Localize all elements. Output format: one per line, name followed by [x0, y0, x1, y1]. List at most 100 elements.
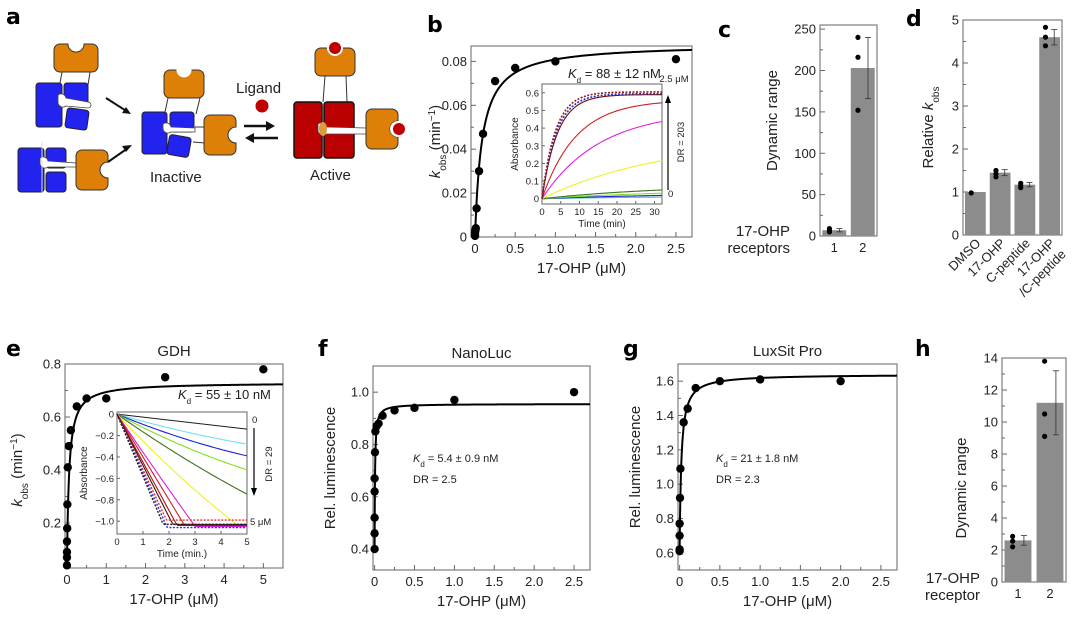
- replicate-point: [826, 225, 833, 232]
- data-point: [370, 487, 379, 496]
- inset-kinetic-trace: [541, 91, 663, 199]
- data-point: [679, 418, 688, 427]
- plot-frame: [372, 365, 591, 571]
- y-axis-label-part: obs: [931, 87, 942, 103]
- data-point: [82, 394, 91, 403]
- x-tick-label: 2.5: [565, 574, 583, 589]
- inset-kinetic-trace: [116, 413, 248, 471]
- x-tick-label: 2.5: [872, 574, 890, 589]
- inset-kinetic-trace: [116, 413, 248, 457]
- y-axis-label-part: (min: [9, 450, 26, 483]
- active-label: Active: [310, 167, 351, 184]
- bar: [964, 192, 986, 235]
- inset-kinetic-trace: [116, 413, 248, 495]
- y-axis-label: Dynamic range: [764, 70, 781, 171]
- binding-pocket: [68, 36, 84, 52]
- sensor-domain: [365, 108, 399, 150]
- data-point: [755, 375, 765, 384]
- data-point: [675, 531, 684, 540]
- x-tick-label: 4: [220, 572, 227, 587]
- arrow-head-icon: [266, 121, 275, 131]
- sensor-domain: [163, 69, 205, 99]
- y-axis-label-part: −1: [427, 109, 438, 121]
- y-axis-label-part: k: [427, 169, 444, 178]
- y-axis-label: Rel. luminescence: [322, 407, 339, 530]
- replicate-point: [1042, 411, 1048, 417]
- sensor-domain: [75, 149, 109, 191]
- replicate-point: [1042, 433, 1048, 439]
- x-tick-label: 0: [471, 241, 478, 256]
- y-tick-label: 0.8: [43, 357, 61, 372]
- plot-frame: [677, 363, 898, 571]
- data-point: [569, 387, 579, 397]
- y-axis-label-part: ): [9, 433, 26, 438]
- y-tick-label: 5: [952, 13, 959, 28]
- inset-y-tick-label: −1.0: [95, 517, 114, 528]
- replicate-point: [855, 54, 861, 60]
- data-point: [72, 402, 81, 411]
- replicate-point: [993, 167, 999, 174]
- data-point: [370, 544, 379, 554]
- kd-value: = 88 ± 12 nM: [581, 66, 661, 81]
- x-tick-label: 2: [859, 240, 866, 255]
- chart-c-dynamic-range: 0 50 100 150 200 250 1 2 Dynamic range 17-OHPrece…: [727, 22, 878, 257]
- y-tick-label: 6: [991, 479, 998, 494]
- enzyme-half: [141, 111, 168, 155]
- kd-symbol: K: [178, 387, 188, 402]
- sensor-domain: [203, 114, 237, 156]
- peptide: [162, 122, 196, 134]
- y-axis-label: kobs (min−1): [427, 105, 449, 178]
- data-point: [836, 376, 845, 386]
- ligand-label: Ligand: [236, 80, 281, 97]
- data-point: [102, 394, 111, 403]
- data-point: [691, 383, 700, 393]
- inset-kinetic-trace: [116, 413, 247, 528]
- inset-top-label: 0: [252, 415, 257, 426]
- bound-ligand-icon: [393, 123, 405, 135]
- y-axis-label: Dynamic range: [953, 438, 970, 539]
- y-axis-label-part: obs: [20, 483, 31, 499]
- arrow-head-icon: [245, 133, 254, 143]
- dr-arrow-head-icon: [665, 95, 671, 103]
- inset-y-axis-label: Absorbance: [510, 117, 521, 171]
- y-tick-label: 1.0: [351, 385, 369, 400]
- x-tick-label: 0: [63, 572, 70, 587]
- y-tick-label: 1.2: [656, 442, 674, 457]
- replicate-point: [855, 107, 861, 113]
- plot-frame: [116, 411, 248, 535]
- active-receptor: [293, 40, 406, 159]
- y-axis-label-part: −1: [9, 438, 20, 450]
- y-tick-label: 0.02: [442, 186, 467, 201]
- inset-y-tick-label: 0: [534, 194, 539, 205]
- enzyme-half: [45, 171, 67, 193]
- kd-subscript: d: [577, 76, 581, 85]
- inset-kinetic-trace: [541, 192, 663, 200]
- x-tick-label: 2.0: [832, 574, 850, 589]
- linker: [192, 141, 206, 144]
- inset-x-tick-label: 15: [593, 207, 604, 218]
- panel-label-e: e: [6, 337, 21, 362]
- x-tick-label: 3: [181, 572, 188, 587]
- data-point: [472, 204, 481, 213]
- y-tick-label: 0.4: [43, 462, 61, 477]
- y-tick-label: 250: [794, 22, 816, 37]
- inset-kinetic-trace: [541, 120, 663, 200]
- kd-symbol: K: [716, 453, 724, 465]
- enzyme-half: [64, 107, 90, 131]
- x-axis-label: 17-OHP (μM): [537, 260, 626, 277]
- chart-d-relative-kobs: 012345DMSO17-OHPC-peptide17-OHP/C-peptid…: [920, 13, 1069, 300]
- panel-label-b: b: [427, 13, 443, 38]
- x-axis-label: 17-OHP (μM): [437, 593, 526, 610]
- ligand-icon: [255, 99, 269, 113]
- kd-annotation: Kd = 88 ± 12 nM: [568, 66, 661, 85]
- inset-y-tick-label: 0: [109, 410, 114, 421]
- inset-x-tick-label: 0: [114, 537, 119, 548]
- kd-symbol: K: [568, 66, 578, 81]
- inset-x-tick-label: 5: [244, 537, 249, 548]
- y-axis-label-part: k: [9, 498, 26, 507]
- data-point: [374, 419, 383, 428]
- data-point: [66, 426, 76, 435]
- linker: [322, 75, 326, 103]
- y-tick-label: 0.8: [351, 437, 369, 452]
